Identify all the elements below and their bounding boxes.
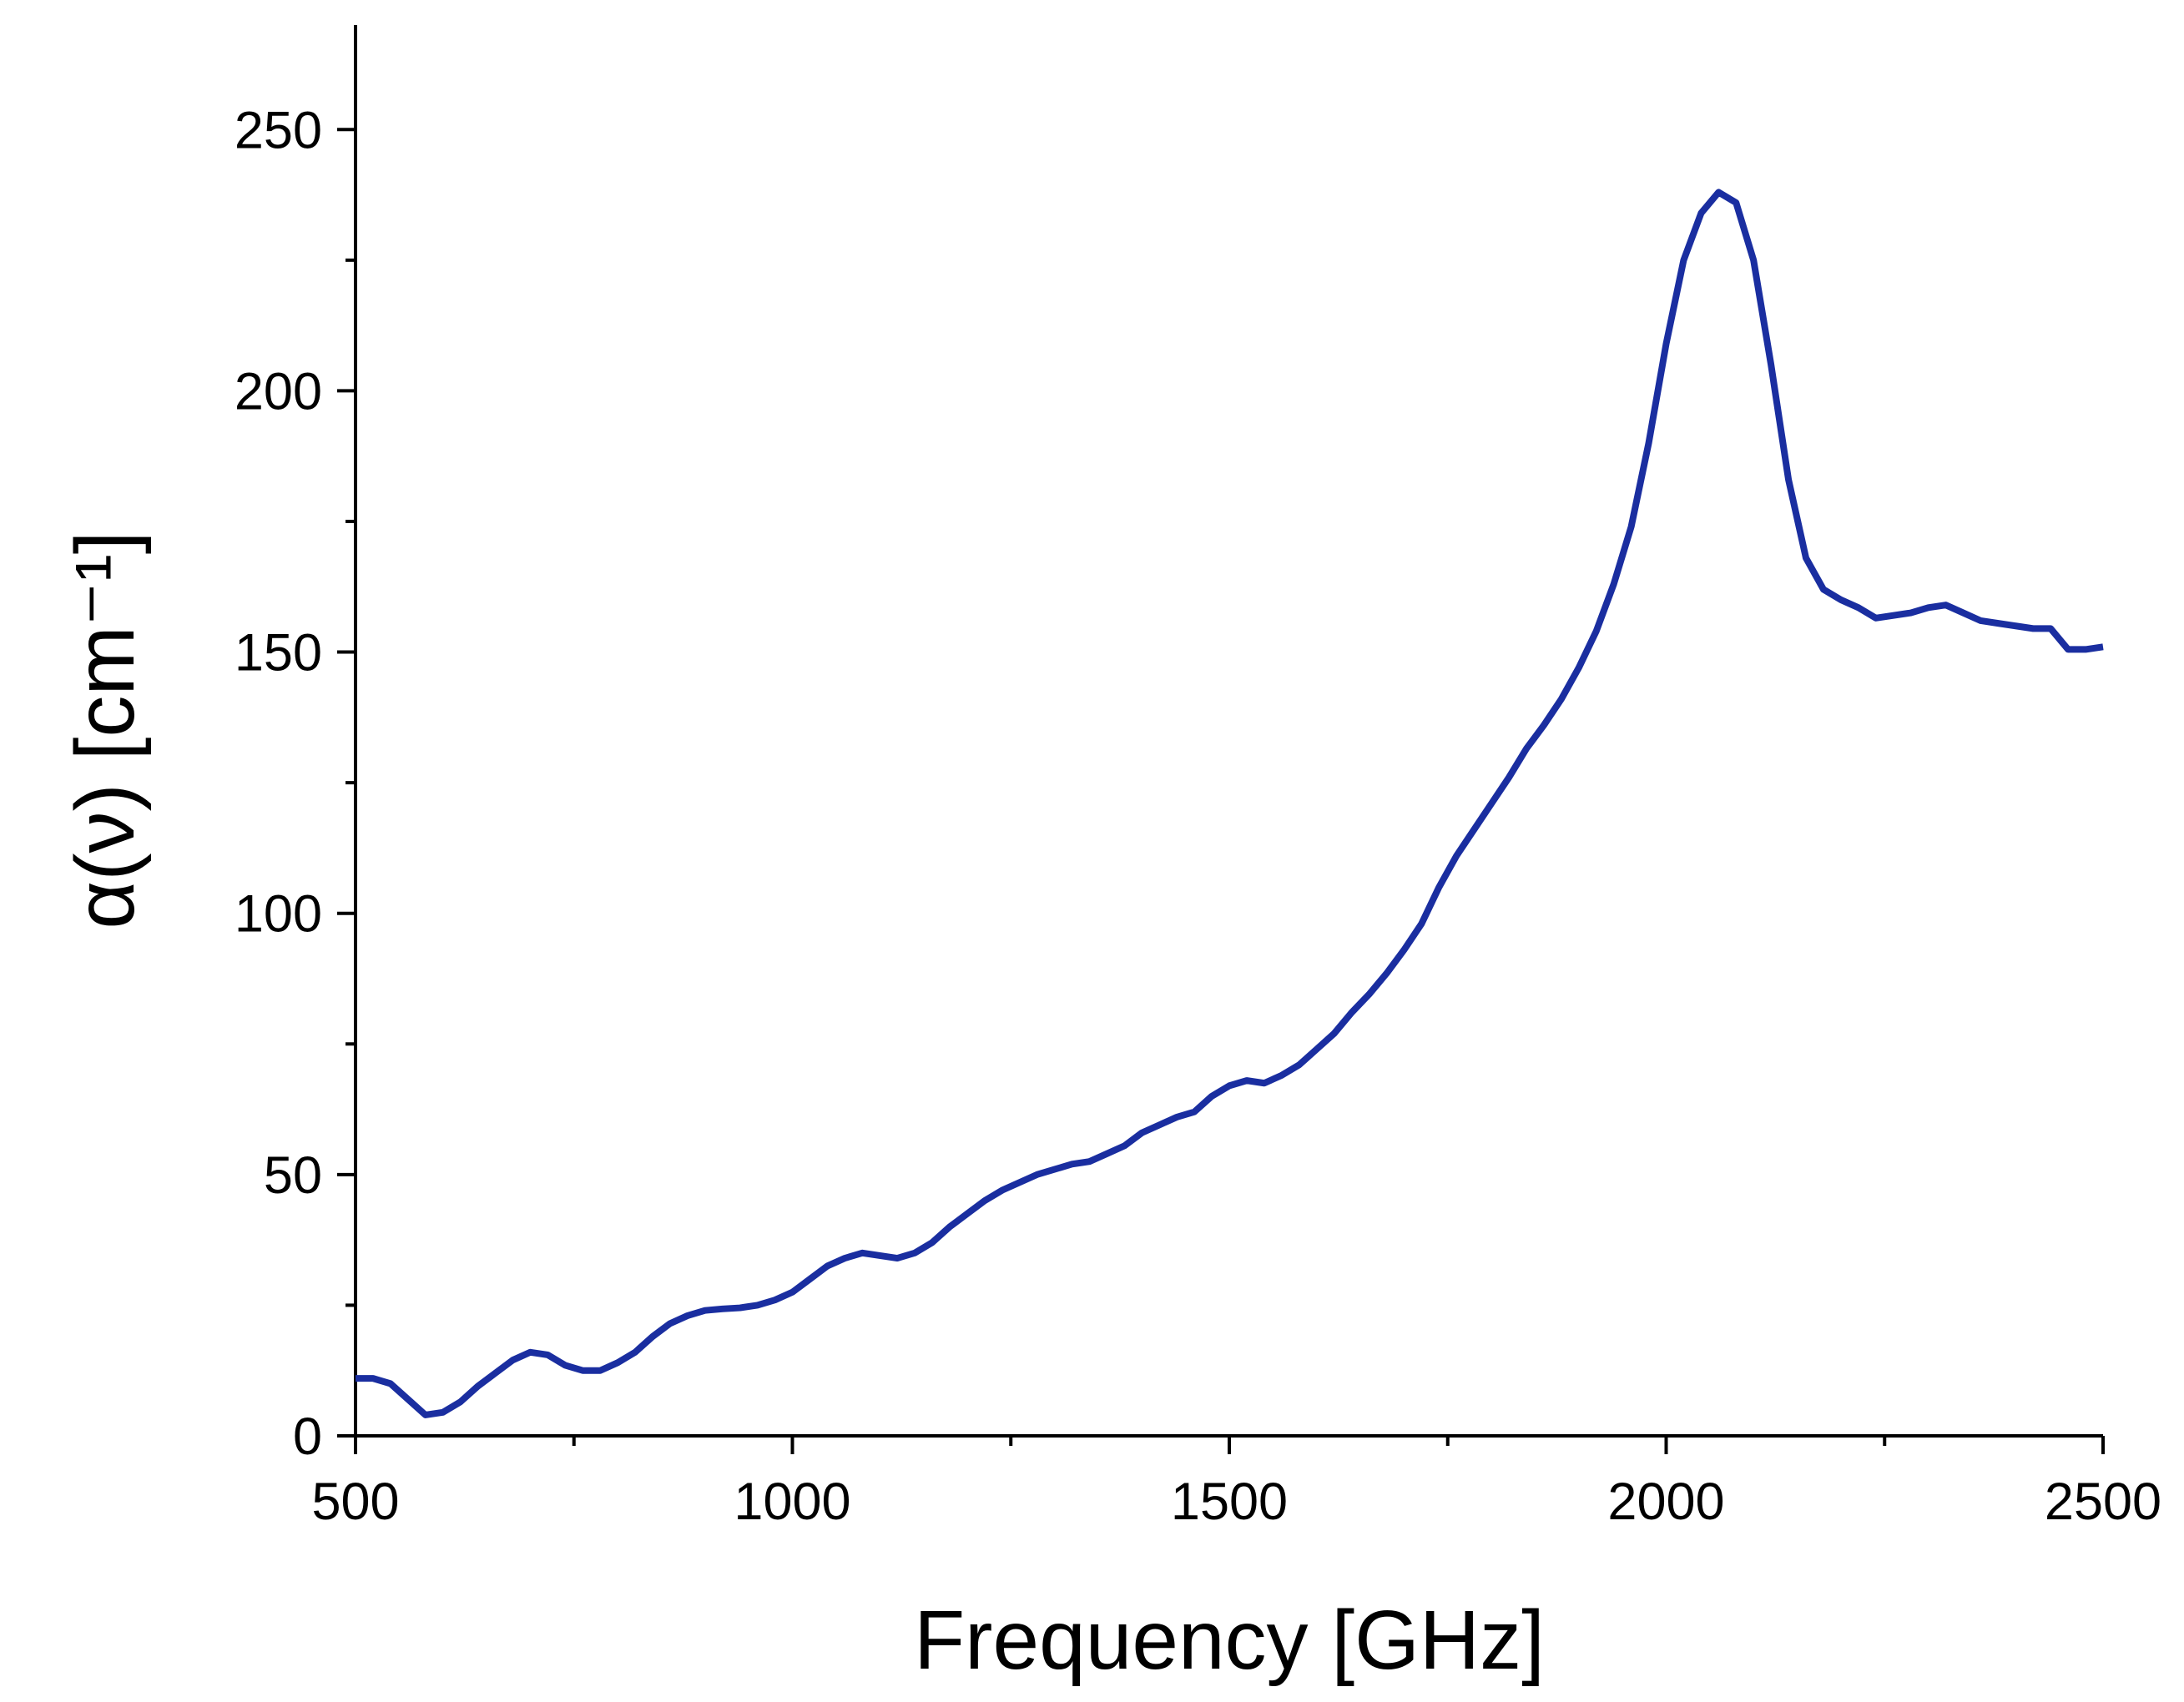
y-axis-label: α(ν) [cm⁻¹]: [58, 531, 152, 929]
x-axis-label: Frequency [GHz]: [914, 1594, 1545, 1687]
y-tick-label: 150: [235, 624, 322, 682]
y-tick-label: 100: [235, 885, 322, 944]
y-tick-label: 250: [235, 101, 322, 159]
x-tick-label: 1500: [1171, 1473, 1288, 1531]
y-tick-label: 200: [235, 362, 322, 420]
y-tick-label: 0: [293, 1407, 322, 1466]
x-tick-label: 2500: [2045, 1473, 2161, 1531]
y-tick-label: 50: [264, 1146, 322, 1205]
x-tick-label: 1000: [734, 1473, 850, 1531]
x-tick-label: 500: [311, 1473, 399, 1531]
data-line: [356, 189, 2104, 1418]
x-tick-label: 2000: [1607, 1473, 1724, 1531]
